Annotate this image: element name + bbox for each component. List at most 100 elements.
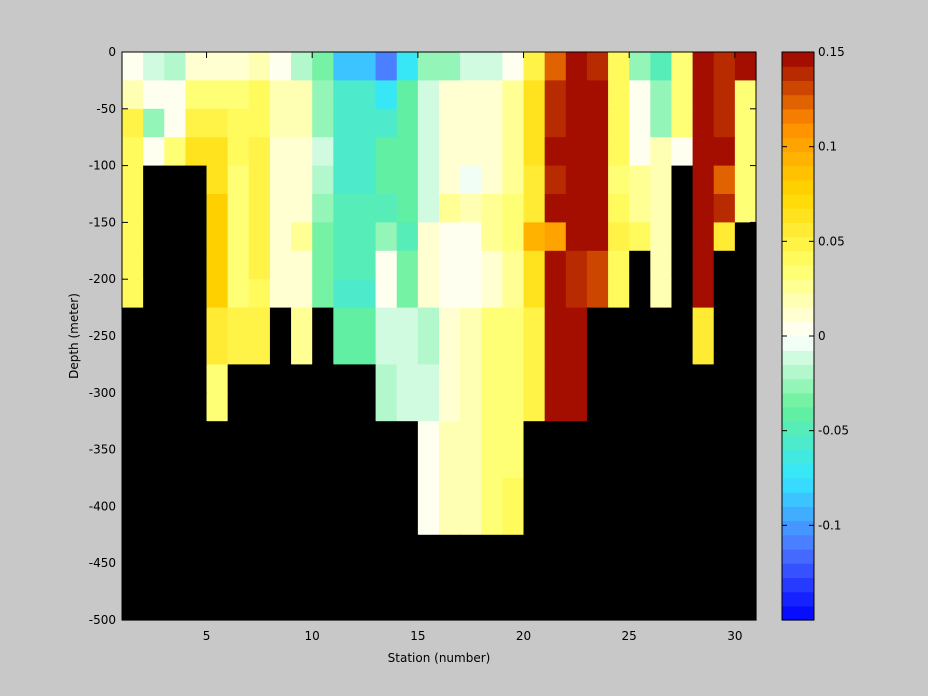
- heatmap-cell: [502, 52, 525, 81]
- heatmap-cell: [164, 534, 186, 564]
- heatmap-cell: [312, 364, 334, 394]
- heatmap-cell: [417, 336, 440, 365]
- heatmap-cell: [734, 336, 757, 365]
- heatmap-cell: [164, 165, 186, 195]
- heatmap-cell: [164, 506, 186, 536]
- heatmap-cell: [312, 137, 334, 167]
- heatmap-cell: [396, 108, 419, 138]
- heatmap-cell: [671, 364, 694, 394]
- heatmap-cell: [650, 506, 673, 536]
- heatmap-cell: [586, 137, 609, 167]
- heatmap-cell: [671, 421, 694, 451]
- heatmap-cell: [544, 279, 567, 309]
- heatmap-cell: [248, 307, 271, 337]
- heatmap-cell: [692, 222, 715, 252]
- heatmap-cell: [269, 364, 292, 394]
- heatmap-cell: [143, 478, 165, 507]
- heatmap-cell: [291, 392, 313, 422]
- heatmap-cell: [713, 364, 736, 394]
- heatmap-cell: [164, 591, 186, 621]
- heatmap-cell: [396, 165, 419, 195]
- heatmap-cell: [227, 279, 250, 309]
- heatmap-cell: [502, 307, 525, 337]
- heatmap-cell: [143, 194, 165, 223]
- heatmap-cell: [713, 534, 736, 564]
- heatmap-cell: [565, 222, 588, 252]
- heatmap-cell: [354, 591, 377, 621]
- colorbar-segment: [782, 463, 814, 479]
- heatmap-cell: [608, 478, 630, 507]
- heatmap-cell: [692, 478, 715, 507]
- colorbar-segment: [782, 52, 814, 67]
- colorbar-segment: [782, 563, 814, 578]
- heatmap-cell: [650, 222, 673, 252]
- heatmap-cell: [481, 222, 503, 252]
- heatmap-cell: [248, 165, 271, 195]
- colorbar-segment: [782, 577, 814, 593]
- colorbar: [782, 52, 814, 621]
- heatmap-cell: [185, 534, 208, 564]
- heatmap-cell: [460, 52, 482, 81]
- heatmap-cell: [291, 52, 313, 81]
- heatmap-cell: [396, 421, 419, 451]
- heatmap-cell: [375, 563, 398, 593]
- y-tick-label: -300: [89, 386, 116, 400]
- heatmap-cell: [650, 250, 673, 280]
- heatmap-cell: [269, 250, 292, 280]
- heatmap-cell: [629, 506, 651, 536]
- heatmap-cell: [375, 279, 398, 309]
- heatmap-cell: [460, 80, 482, 110]
- heatmap-cell: [354, 563, 377, 593]
- heatmap-cell: [206, 478, 229, 507]
- heatmap-cell: [460, 478, 482, 507]
- heatmap-cell: [523, 222, 546, 252]
- heatmap-cell: [481, 563, 503, 593]
- heatmap-cell: [164, 449, 186, 479]
- heatmap-cell: [417, 364, 440, 394]
- heatmap-cell: [650, 392, 673, 422]
- heatmap-cell: [354, 108, 377, 138]
- heatmap-cell: [227, 222, 250, 252]
- heatmap-cell: [375, 336, 398, 365]
- heatmap-cell: [248, 392, 271, 422]
- heatmap-cell: [650, 279, 673, 309]
- heatmap-cell: [460, 421, 482, 451]
- heatmap-cell: [269, 563, 292, 593]
- heatmap-cell: [227, 534, 250, 564]
- heatmap-cell: [227, 250, 250, 280]
- heatmap-cell: [565, 563, 588, 593]
- heatmap-cell: [227, 108, 250, 138]
- heatmap-cell: [629, 165, 651, 195]
- y-tick-label: 0: [108, 45, 116, 59]
- heatmap-cell: [291, 563, 313, 593]
- heatmap-cell: [417, 307, 440, 337]
- colorbar-segment: [782, 421, 814, 436]
- heatmap-cell: [291, 222, 313, 252]
- heatmap-cell: [481, 336, 503, 365]
- colorbar-segment: [782, 350, 814, 365]
- heatmap-cell: [439, 392, 461, 422]
- heatmap-cell: [586, 165, 609, 195]
- heatmap-cell: [354, 194, 377, 223]
- heatmap-cell: [544, 80, 567, 110]
- heatmap-cell: [692, 534, 715, 564]
- heatmap-cell: [586, 108, 609, 138]
- heatmap-cell: [565, 52, 588, 81]
- heatmap-cell: [417, 421, 440, 451]
- heatmap-cell: [312, 449, 334, 479]
- heatmap-cell: [122, 165, 144, 195]
- heatmap-cell: [206, 534, 229, 564]
- heatmap-cell: [333, 108, 356, 138]
- heatmap-cell: [164, 307, 186, 337]
- heatmap-cell: [481, 279, 503, 309]
- heatmap-cell: [586, 250, 609, 280]
- heatmap-cell: [248, 108, 271, 138]
- heatmap-cell: [692, 421, 715, 451]
- heatmap-cell: [629, 591, 651, 621]
- heatmap-cell: [713, 137, 736, 167]
- heatmap-cell: [565, 108, 588, 138]
- colorbar-segment: [782, 137, 814, 152]
- heatmap-cell: [565, 250, 588, 280]
- heatmap-cell: [586, 506, 609, 536]
- heatmap-cell: [586, 307, 609, 337]
